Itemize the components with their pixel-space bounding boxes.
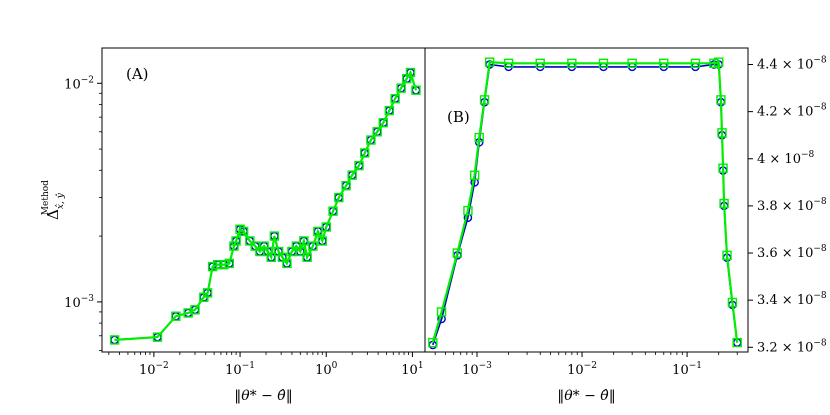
y-tick-label: 3.8 × 10−8 [757,197,827,214]
data-point [341,181,351,191]
axes-frame [101,47,426,353]
data-point [207,261,218,272]
data-point [719,198,729,209]
data-point [405,67,416,78]
data-point [152,332,163,342]
data-point [484,57,495,67]
panel-label: (A) [126,65,149,83]
data-point [317,236,327,246]
data-point [714,57,724,67]
data-point [190,305,200,315]
panel-b: 10−3 10−2 10−1 3.2 × 10−8 3.4 × 10−8 3.6 × 10… [424,47,827,404]
data-point [469,170,480,180]
series-line [114,70,417,341]
data-point [328,206,338,216]
data-point [229,241,239,251]
data-point [411,85,421,95]
data-point [718,163,728,173]
data-point [716,95,726,105]
data-point [463,205,473,216]
data-point [354,160,364,171]
data-point [378,118,389,128]
data-point [717,128,727,138]
data-point [308,241,318,251]
data-point [224,258,234,269]
series-line [431,60,739,343]
x-tick-label: 10−1 [672,361,702,378]
y-tick-label: 3.4 × 10−8 [757,291,827,308]
plot-area [109,67,421,345]
data-point [474,132,484,143]
data-point [183,308,193,318]
x-tick-label: 100 [315,361,338,378]
x-tick-label: 10−1 [225,361,255,378]
plot-area [428,57,742,350]
data-point [171,311,181,321]
data-point [627,58,637,69]
data-point [390,94,400,104]
y-tick-label: 10−3 [64,294,94,311]
data-point [366,135,376,145]
panel-label: (B) [447,108,470,126]
x-tick-label: 10−2 [139,361,169,378]
data-point [732,337,742,348]
data-point [321,222,331,232]
data-point [202,288,213,298]
y-tick-label: 4.4 × 10−8 [757,55,827,72]
data-point [598,58,609,69]
data-point [659,58,669,69]
data-point [360,148,370,158]
data-point [245,236,255,246]
data-point [269,231,280,241]
data-point [299,236,309,246]
data-point [282,258,292,269]
x-axis-label: ‖θ* − θ̂‖ [234,388,293,404]
data-point [295,246,305,257]
data-point [428,337,438,348]
data-point [690,58,701,69]
data-point [266,252,276,262]
data-point [219,259,229,270]
series-line [432,63,738,346]
data-point [727,297,738,308]
data-point [334,192,344,203]
x-tick-label: 10−2 [567,361,597,378]
data-point [722,250,732,261]
data-point [535,58,545,69]
y-tick-label: 4.2 × 10−8 [757,103,827,120]
data-point [238,226,249,237]
data-point [396,83,406,93]
y-axis-label: Δx̂, ŷMethod [41,180,66,220]
y-tick-label: 10−2 [64,75,94,92]
x-axis-label: ‖θ* − θ̂‖ [557,388,616,404]
data-point [709,58,719,69]
data-point [302,252,312,262]
data-point [109,335,120,345]
data-point [436,307,447,317]
y-tick-label: 3.6 × 10−8 [757,244,827,261]
data-point [231,236,241,246]
panel-a: 10−2 10−1 100 101 10−3 10−2 (A) ‖θ* − θ̂‖ Δx̂, ŷ… [41,47,426,404]
axes-frame [424,47,749,353]
y-tick-label: 3.2 × 10−8 [757,338,827,355]
data-point [212,259,223,270]
x-tick-label: 101 [401,361,423,378]
data-point [567,58,577,69]
data-point [372,127,382,137]
x-tick-label: 10−3 [462,361,492,378]
data-point [452,248,463,258]
data-point [503,58,514,69]
y-tick-label: 4 × 10−8 [757,150,815,167]
series-line [114,69,418,341]
data-point [479,95,490,105]
data-point [347,170,357,180]
data-point [384,105,395,116]
